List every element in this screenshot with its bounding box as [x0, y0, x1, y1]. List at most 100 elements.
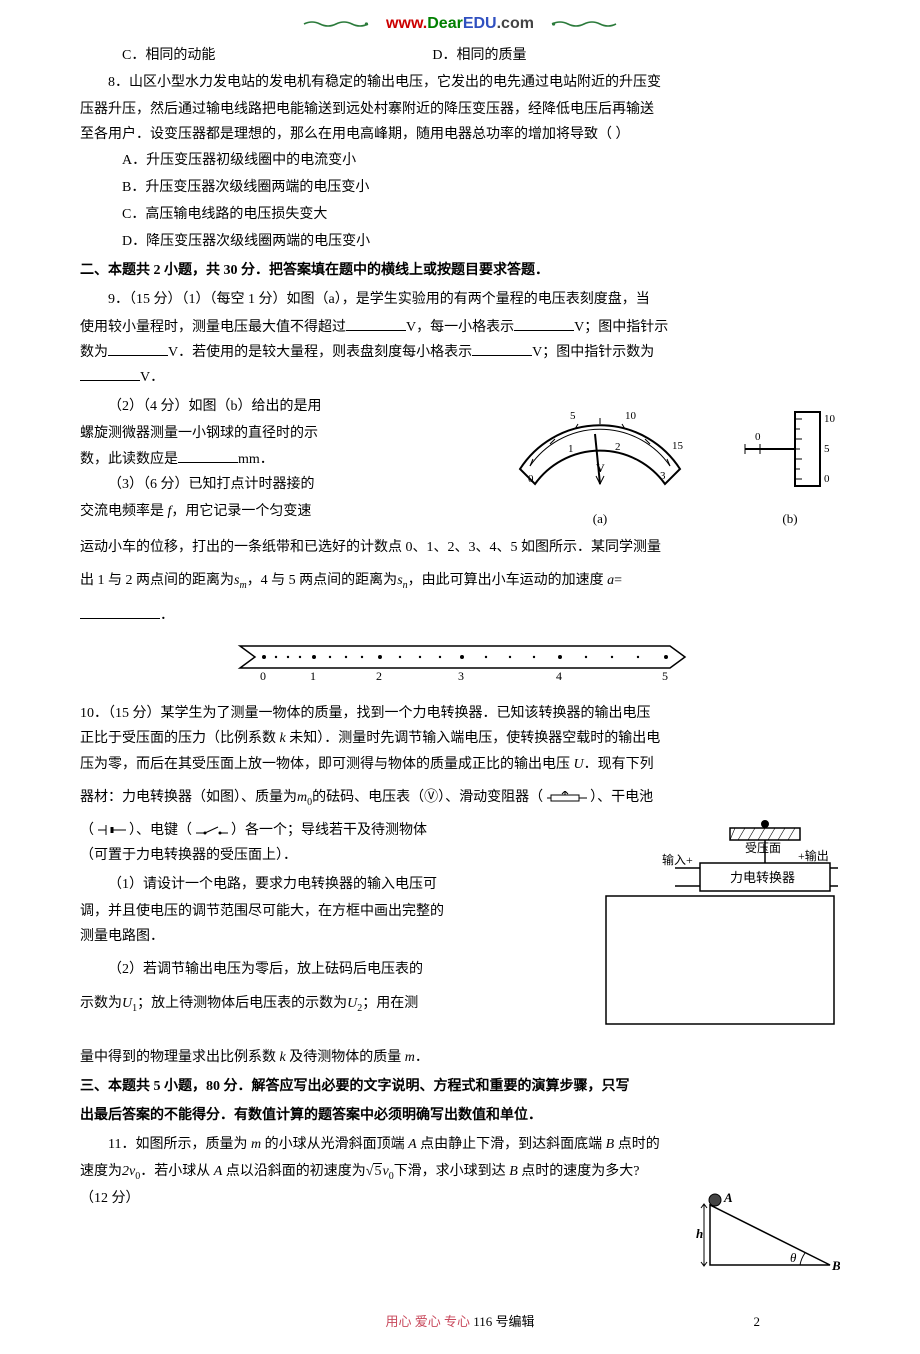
q10-p1-l3: 测量电路图． [80, 924, 590, 949]
url-com: .com [497, 15, 534, 32]
micrometer-icon: 0 10 5 0 [740, 404, 840, 494]
q10-m0: m [297, 790, 307, 805]
url-www: www. [386, 15, 427, 32]
vm-t15: 15 [672, 440, 684, 452]
q10-p3b: 及待测物体的质量 [286, 1050, 405, 1065]
q10-p3: 量中得到的物理量求出比例系数 k 及待测物体的质量 m． [80, 1045, 840, 1070]
svg-text:2: 2 [376, 669, 382, 682]
fig-a-label: (a) [500, 507, 700, 530]
q10-l6: （可置于力电转换器的受压面上）． [80, 843, 590, 868]
blank [80, 367, 140, 381]
q10-u: U [574, 757, 584, 772]
q8-stem-l3: 至各用户．设变压器都是理想的，那么在用电高峰期，随用电器总功率的增加将导致（ ） [80, 122, 840, 147]
q10-l2b: 未知）．测量时先调节输入端电压，使转换器空载时的输出电 [286, 731, 661, 746]
q9-p5-dot: ． [160, 608, 174, 623]
blank [80, 605, 160, 619]
blank [178, 449, 238, 463]
q10-l4: 器材：力电转换器（如图）、质量为m0的砝码、电压表（Ⓥ）、滑动变阻器（ ）、干电… [80, 785, 840, 812]
q11-l1d: 点时的 [614, 1137, 660, 1152]
q10-l4c: ）、滑动变阻器（ [438, 790, 543, 805]
svg-text:5: 5 [662, 669, 668, 682]
vm-v: V [596, 461, 605, 475]
q7-c: C．相同的动能 [122, 48, 215, 63]
section2-header: 二、本题共 2 小题，共 30 分．把答案填在题中的横线上或按题目要求答题． [80, 258, 840, 283]
q8-stem-l2: 压器升压，然后通过输电线路把电能输送到远处村寨附近的降压变压器，经降低电压后再输… [80, 97, 840, 122]
switch-icon [196, 824, 228, 836]
mm-s10: 10 [824, 413, 836, 425]
q9-l3b: V．若使用的是较大量程，则表盘刻度每小格表示 [168, 345, 472, 360]
blank [514, 317, 574, 331]
q9-p3-l2-post: ，用它记录一个匀变速 [171, 504, 311, 519]
q10-u1: U [122, 996, 132, 1011]
q11-l2b: ．若小球从 [140, 1164, 214, 1179]
q10-l5a: （ [80, 823, 94, 838]
q9-l2: 使用较小量程时，测量电压最大值不得超过V，每一小格表示V；图中指针示 [80, 315, 840, 340]
svg-text:1: 1 [310, 669, 316, 682]
q10-p2-l1: （2）若调节输出电压为零后，放上砝码后电压表的 [80, 957, 590, 982]
q10-p1-l1: （1）请设计一个电路，要求力电转换器的输入电压可 [80, 872, 590, 897]
q9-l2a: 使用较小量程时，测量电压最大值不得超过 [80, 320, 346, 335]
deco-left-icon [296, 20, 376, 28]
mm-s5: 5 [824, 443, 830, 455]
device-label: 力电转换器 [730, 870, 795, 885]
q10-l2a: 正比于受压面的压力（比例系数 [80, 731, 280, 746]
page-number: 2 [754, 1310, 761, 1333]
q9-p3-l1: （3）（6 分）已知打点计时器接的 [80, 472, 490, 497]
q10-l2: 正比于受压面的压力（比例系数 k 未知）．测量时先调节输入端电压，使转换器空载时… [80, 726, 840, 751]
q11-l2: 速度为2v0．若小球从 A 点以沿斜面的初速度为5v0下滑，求小球到达 B 点时… [80, 1159, 840, 1186]
q10-p2-l2b: ；放上待测物体后电压表的示数为 [137, 996, 347, 1011]
q9-p4-c: ，由此可算出小车运动的加速度 [408, 573, 608, 588]
fig-b-label: (b) [740, 507, 840, 530]
mm-main0: 0 [755, 431, 761, 443]
url-dear: Dear [427, 15, 463, 32]
q10-l4d: ）、干电池 [590, 790, 653, 805]
url-edu: EDU [463, 15, 497, 32]
q11-B1: B [606, 1137, 615, 1152]
q11-l1c: 点由静止下滑，到达斜面底端 [417, 1137, 606, 1152]
q11-l2e: 点时的速度为多大? [518, 1164, 640, 1179]
q11-m: m [251, 1137, 261, 1152]
section3-l2: 出最后答案的不能得分．有数值计算的题答案中必须明确写出数值和单位． [80, 1103, 840, 1128]
q10-p3a: 量中得到的物理量求出比例系数 [80, 1050, 280, 1065]
q10-p3c: ． [415, 1050, 429, 1065]
voltmeter-icon: 5 10 15 0 1 2 3 V [500, 394, 700, 494]
q9-l3c: V；图中指针示数为 [532, 345, 654, 360]
q11-l2c: 点以沿斜面的初速度为 [222, 1164, 366, 1179]
q9-p4-a: 出 1 与 2 两点间的距离为 [80, 573, 234, 588]
q9-sm-sub: m [239, 580, 246, 591]
q11-A2: A [214, 1164, 223, 1179]
output-label: +输出 [798, 848, 829, 863]
transducer-figure: 受压面 力电转换器 输入+ +输出 [600, 818, 840, 1028]
q9-l3: 数为V．若使用的是较大量程，则表盘刻度每小格表示V；图中指针示数为 [80, 340, 840, 365]
q11-l1b: 的小球从光滑斜面顶端 [261, 1137, 408, 1152]
deco-right-icon [544, 20, 624, 28]
q9-l4a: V． [140, 370, 164, 385]
blank [472, 342, 532, 356]
tape-figure: 0 1 2 3 4 5 [80, 638, 840, 691]
q9-p2-l1: （2）（4 分）如图（b）给出的是用 [80, 394, 490, 419]
tape-icon: 0 1 2 3 4 5 [230, 638, 690, 682]
q9-p4-b: ，4 与 5 两点间的距离为 [247, 573, 398, 588]
q11-B2: B [509, 1164, 518, 1179]
q8-stem-l1: 8．山区小型水力发电站的发电机有稳定的输出电压，它发出的电先通过电站附近的升压变 [80, 70, 840, 95]
q11-l1: 11．如图所示，质量为 m 的小球从光滑斜面顶端 A 点由静止下滑，到达斜面底端… [80, 1132, 840, 1157]
q9-p3-l2-pre: 交流电频率是 [80, 504, 168, 519]
q10-u2: U [347, 996, 357, 1011]
blank [108, 342, 168, 356]
q8-c: C．高压输电线路的电压损失变大 [80, 202, 840, 227]
q9-eq: = [614, 573, 622, 588]
q9-p2-l3b: mm． [238, 452, 274, 467]
q10-p2-l2: 示数为U1；放上待测物体后电压表的示数为U2；用在测 [80, 991, 590, 1018]
q9-l2b: V，每一小格表示 [406, 320, 514, 335]
input-label: 输入+ [662, 852, 693, 867]
footer-red: 用心 爱心 专心 [385, 1314, 470, 1329]
fig-b-wrap: 0 10 5 0 (b) [740, 404, 840, 531]
q10-l5b: ）、电键（ [129, 823, 192, 838]
q10-v-symbol: Ⓥ [424, 790, 438, 805]
q11-l2d: 下滑，求小球到达 [394, 1164, 510, 1179]
svg-text:0: 0 [260, 669, 266, 682]
q10-l5c: ）各一个；导线若干及待测物体 [231, 823, 427, 838]
q10-l5: （ ）、电键（ ）各一个；导线若干及待测物体 [80, 818, 590, 843]
q8-b: B．升压变压器次级线圈两端的电压变小 [80, 175, 840, 200]
svg-text:A: A [723, 1190, 733, 1205]
